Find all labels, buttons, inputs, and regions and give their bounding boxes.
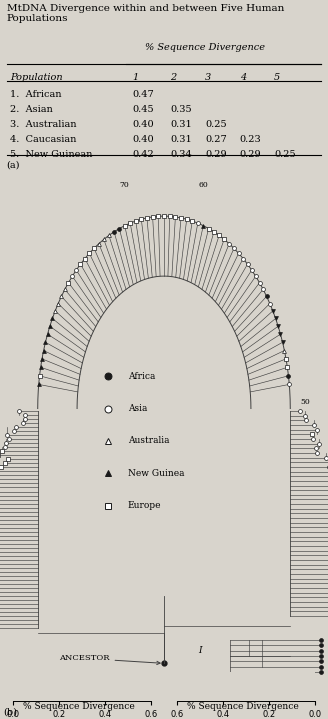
Text: 70: 70 (120, 180, 130, 188)
Text: 5: 5 (274, 73, 280, 82)
Text: 0.29: 0.29 (239, 150, 261, 159)
Text: 0.40: 0.40 (133, 135, 154, 144)
Text: New Guinea: New Guinea (128, 469, 184, 478)
Text: Population: Population (10, 73, 62, 82)
Text: 4: 4 (239, 73, 246, 82)
Text: 0.35: 0.35 (170, 105, 192, 114)
Text: ANCESTOR: ANCESTOR (59, 654, 160, 664)
Text: 3: 3 (205, 73, 211, 82)
Text: 2: 2 (170, 73, 176, 82)
Text: 0.34: 0.34 (170, 150, 192, 159)
Text: % Sequence Divergence: % Sequence Divergence (145, 43, 265, 52)
Text: 0.27: 0.27 (205, 135, 227, 144)
Text: 1: 1 (133, 73, 139, 82)
Text: % Sequence Divergence: % Sequence Divergence (23, 702, 134, 711)
Text: Australia: Australia (128, 436, 170, 446)
Text: Africa: Africa (128, 372, 155, 380)
Text: (b): (b) (3, 707, 17, 716)
Text: 0.31: 0.31 (170, 120, 192, 129)
Text: Asia: Asia (128, 404, 147, 413)
Text: 0.25: 0.25 (205, 120, 227, 129)
Text: 0.47: 0.47 (133, 90, 154, 99)
Text: 5.  New Guinean: 5. New Guinean (10, 150, 92, 159)
Text: 0.42: 0.42 (133, 150, 154, 159)
Text: I: I (198, 646, 202, 656)
Text: 0.31: 0.31 (170, 135, 192, 144)
Text: 0.23: 0.23 (239, 135, 261, 144)
Text: 0.40: 0.40 (133, 120, 154, 129)
Text: 0.29: 0.29 (205, 150, 227, 159)
Text: 1.  African: 1. African (10, 90, 61, 99)
Text: 60: 60 (198, 180, 208, 188)
Text: 4.  Caucasian: 4. Caucasian (10, 135, 76, 144)
Text: 0.45: 0.45 (133, 105, 154, 114)
Text: 2.  Asian: 2. Asian (10, 105, 52, 114)
Text: % Sequence Divergence: % Sequence Divergence (187, 702, 298, 711)
Text: (a): (a) (7, 161, 20, 170)
Text: 3.  Australian: 3. Australian (10, 120, 76, 129)
Text: Europe: Europe (128, 501, 161, 510)
Text: MtDNA Divergence within and between Five Human
Populations: MtDNA Divergence within and between Five… (7, 4, 284, 23)
Text: 0.25: 0.25 (274, 150, 296, 159)
Text: 50: 50 (300, 398, 310, 406)
